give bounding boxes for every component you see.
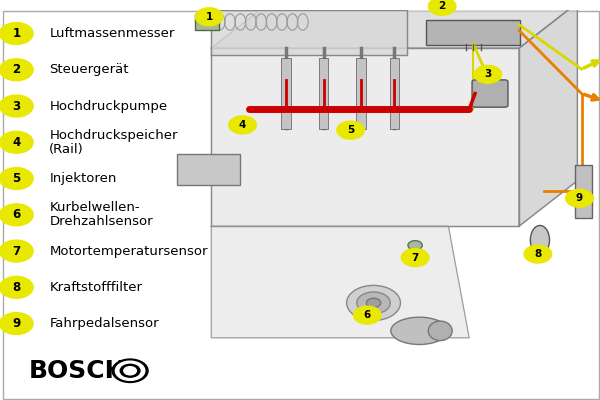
Text: Fahrpedalsensor: Fahrpedalsensor [49, 317, 159, 330]
Polygon shape [519, 3, 577, 226]
Circle shape [347, 285, 400, 320]
Text: 2: 2 [12, 63, 20, 76]
Circle shape [196, 8, 223, 26]
Circle shape [0, 168, 33, 190]
Text: 1: 1 [206, 12, 213, 22]
Text: 8: 8 [12, 281, 20, 294]
Ellipse shape [530, 226, 550, 255]
Text: 9: 9 [12, 317, 20, 330]
Text: 5: 5 [12, 172, 20, 185]
Circle shape [357, 292, 390, 314]
Polygon shape [211, 3, 577, 48]
Text: 6: 6 [364, 310, 371, 320]
Text: 1: 1 [12, 27, 20, 40]
Circle shape [112, 359, 148, 382]
Text: Luftmassenmesser: Luftmassenmesser [49, 27, 175, 40]
Circle shape [337, 121, 364, 139]
Text: 3: 3 [484, 69, 491, 79]
Text: Injektoren: Injektoren [49, 172, 116, 185]
Polygon shape [211, 226, 469, 338]
Circle shape [0, 22, 33, 44]
Text: 7: 7 [412, 252, 419, 262]
Circle shape [524, 245, 551, 263]
FancyBboxPatch shape [389, 58, 399, 129]
Text: Kraftstofffilter: Kraftstofffilter [49, 281, 142, 294]
Circle shape [0, 131, 33, 153]
Circle shape [353, 306, 381, 324]
Circle shape [0, 59, 33, 81]
Text: 4: 4 [12, 136, 20, 149]
FancyBboxPatch shape [319, 58, 328, 129]
Text: 8: 8 [534, 249, 541, 259]
FancyBboxPatch shape [356, 58, 366, 129]
Text: Kurbelwellen-: Kurbelwellen- [49, 201, 140, 214]
Circle shape [0, 204, 33, 226]
Circle shape [0, 313, 33, 334]
Text: 3: 3 [12, 100, 20, 112]
Circle shape [566, 189, 593, 207]
Circle shape [124, 367, 136, 375]
FancyBboxPatch shape [427, 20, 520, 45]
Circle shape [367, 298, 381, 308]
Text: Hochdruckspeicher: Hochdruckspeicher [49, 129, 178, 142]
Circle shape [120, 364, 140, 377]
Ellipse shape [428, 321, 452, 340]
Circle shape [0, 276, 33, 298]
Ellipse shape [391, 317, 448, 344]
FancyBboxPatch shape [195, 14, 219, 30]
Text: 6: 6 [12, 208, 20, 221]
Circle shape [229, 116, 256, 134]
Text: 2: 2 [439, 1, 446, 11]
Text: Motortemperatursensor: Motortemperatursensor [49, 244, 208, 258]
Circle shape [408, 241, 422, 250]
Text: Drehzahlsensor: Drehzahlsensor [49, 215, 153, 228]
FancyBboxPatch shape [177, 154, 239, 185]
Text: BOSCH: BOSCH [28, 359, 126, 383]
Circle shape [474, 65, 502, 83]
Circle shape [428, 0, 456, 15]
Polygon shape [211, 48, 519, 226]
Circle shape [0, 240, 33, 262]
FancyBboxPatch shape [472, 80, 508, 107]
Polygon shape [211, 10, 407, 55]
Text: 4: 4 [239, 120, 246, 130]
Circle shape [0, 95, 33, 117]
Text: 9: 9 [576, 193, 583, 203]
FancyBboxPatch shape [575, 165, 592, 218]
FancyBboxPatch shape [281, 58, 291, 129]
Text: 7: 7 [12, 244, 20, 258]
Circle shape [401, 248, 429, 266]
Text: Steuergerät: Steuergerät [49, 63, 129, 76]
Text: 5: 5 [347, 125, 354, 135]
Circle shape [115, 361, 145, 380]
Text: Hochdruckpumpe: Hochdruckpumpe [49, 100, 167, 112]
Text: (Rail): (Rail) [49, 143, 84, 156]
